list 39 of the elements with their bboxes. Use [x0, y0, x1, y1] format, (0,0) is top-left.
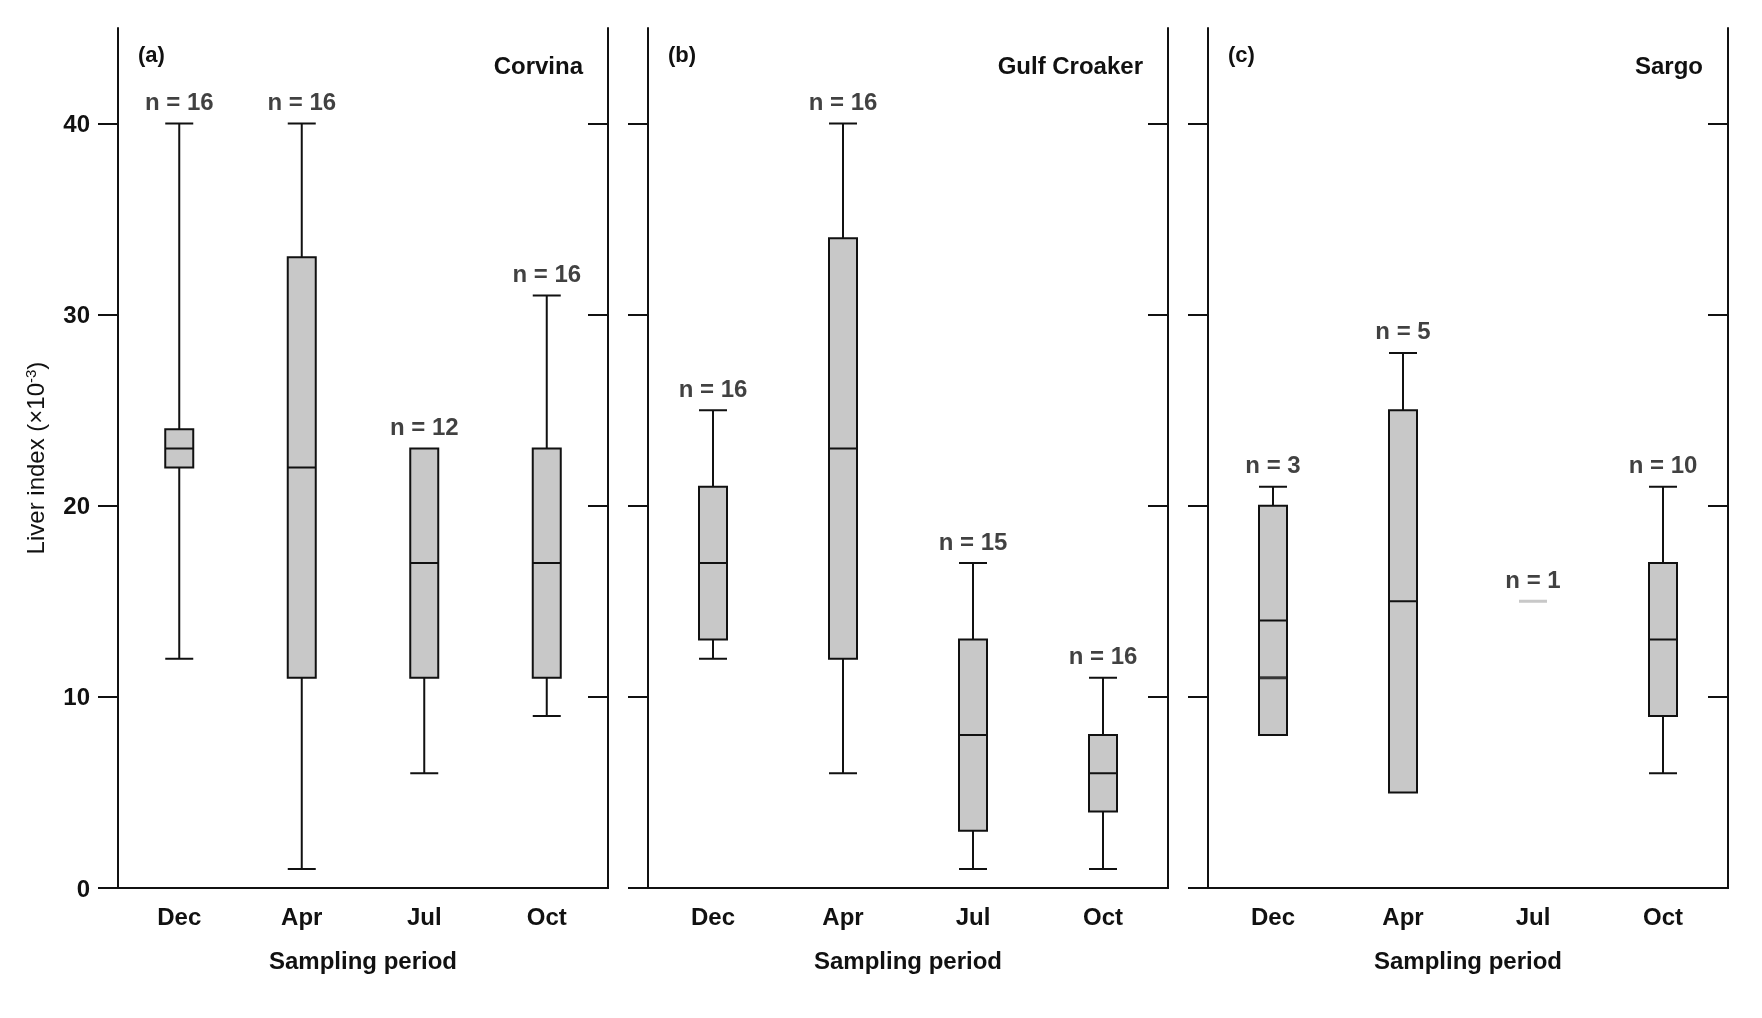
annotation: n = 12	[389, 412, 459, 440]
y-tick-label: 10	[63, 683, 90, 711]
annotation: n = 16	[267, 88, 337, 116]
x-tick-label: Jul	[1515, 902, 1551, 930]
x-tick-label: Oct	[1642, 902, 1684, 930]
annotation: n = 16	[512, 260, 582, 288]
annotation: n = 16	[1068, 642, 1138, 670]
x-axis-title: Sampling period	[1373, 946, 1563, 974]
y-tick-label: 20	[63, 492, 90, 520]
x-tick-label: Oct	[1082, 902, 1124, 930]
annotation: n = 16	[144, 88, 214, 116]
x-tick-label: Dec	[690, 902, 736, 930]
annotation: n = 1	[1505, 565, 1561, 593]
x-axis-title: Sampling period	[268, 946, 458, 974]
annotation: (a)	[138, 41, 165, 67]
x-tick-label: Oct	[526, 902, 567, 930]
x-tick-label: Jul	[406, 902, 442, 930]
x-tick-label: Dec	[1250, 902, 1296, 930]
annotation: (c)	[1228, 41, 1255, 67]
annotation: n = 16	[808, 88, 878, 116]
annotation: n = 3	[1245, 451, 1301, 479]
y-tick-label: 0	[76, 874, 90, 902]
annotation: n = 10	[1628, 451, 1698, 479]
y-axis-title: Liver index (×10-3)	[22, 361, 49, 555]
x-tick-label: Apr	[281, 902, 323, 930]
text: Sargo	[1634, 51, 1703, 79]
x-tick-label: Apr	[1382, 902, 1424, 930]
x-tick-label: Jul	[955, 902, 991, 930]
annotation: (b)	[668, 41, 697, 67]
y-tick-label: 30	[63, 301, 90, 329]
x-axis-title: Sampling period	[813, 946, 1003, 974]
x-tick-label: Dec	[157, 902, 202, 930]
annotation: n = 15	[938, 527, 1008, 555]
annotation: n = 5	[1375, 317, 1431, 345]
text: Corvina	[493, 51, 584, 79]
text: Gulf Croaker	[997, 51, 1143, 79]
x-tick-label: Apr	[822, 902, 864, 930]
y-tick-label: 40	[63, 110, 90, 138]
annotation: n = 16	[678, 374, 748, 402]
